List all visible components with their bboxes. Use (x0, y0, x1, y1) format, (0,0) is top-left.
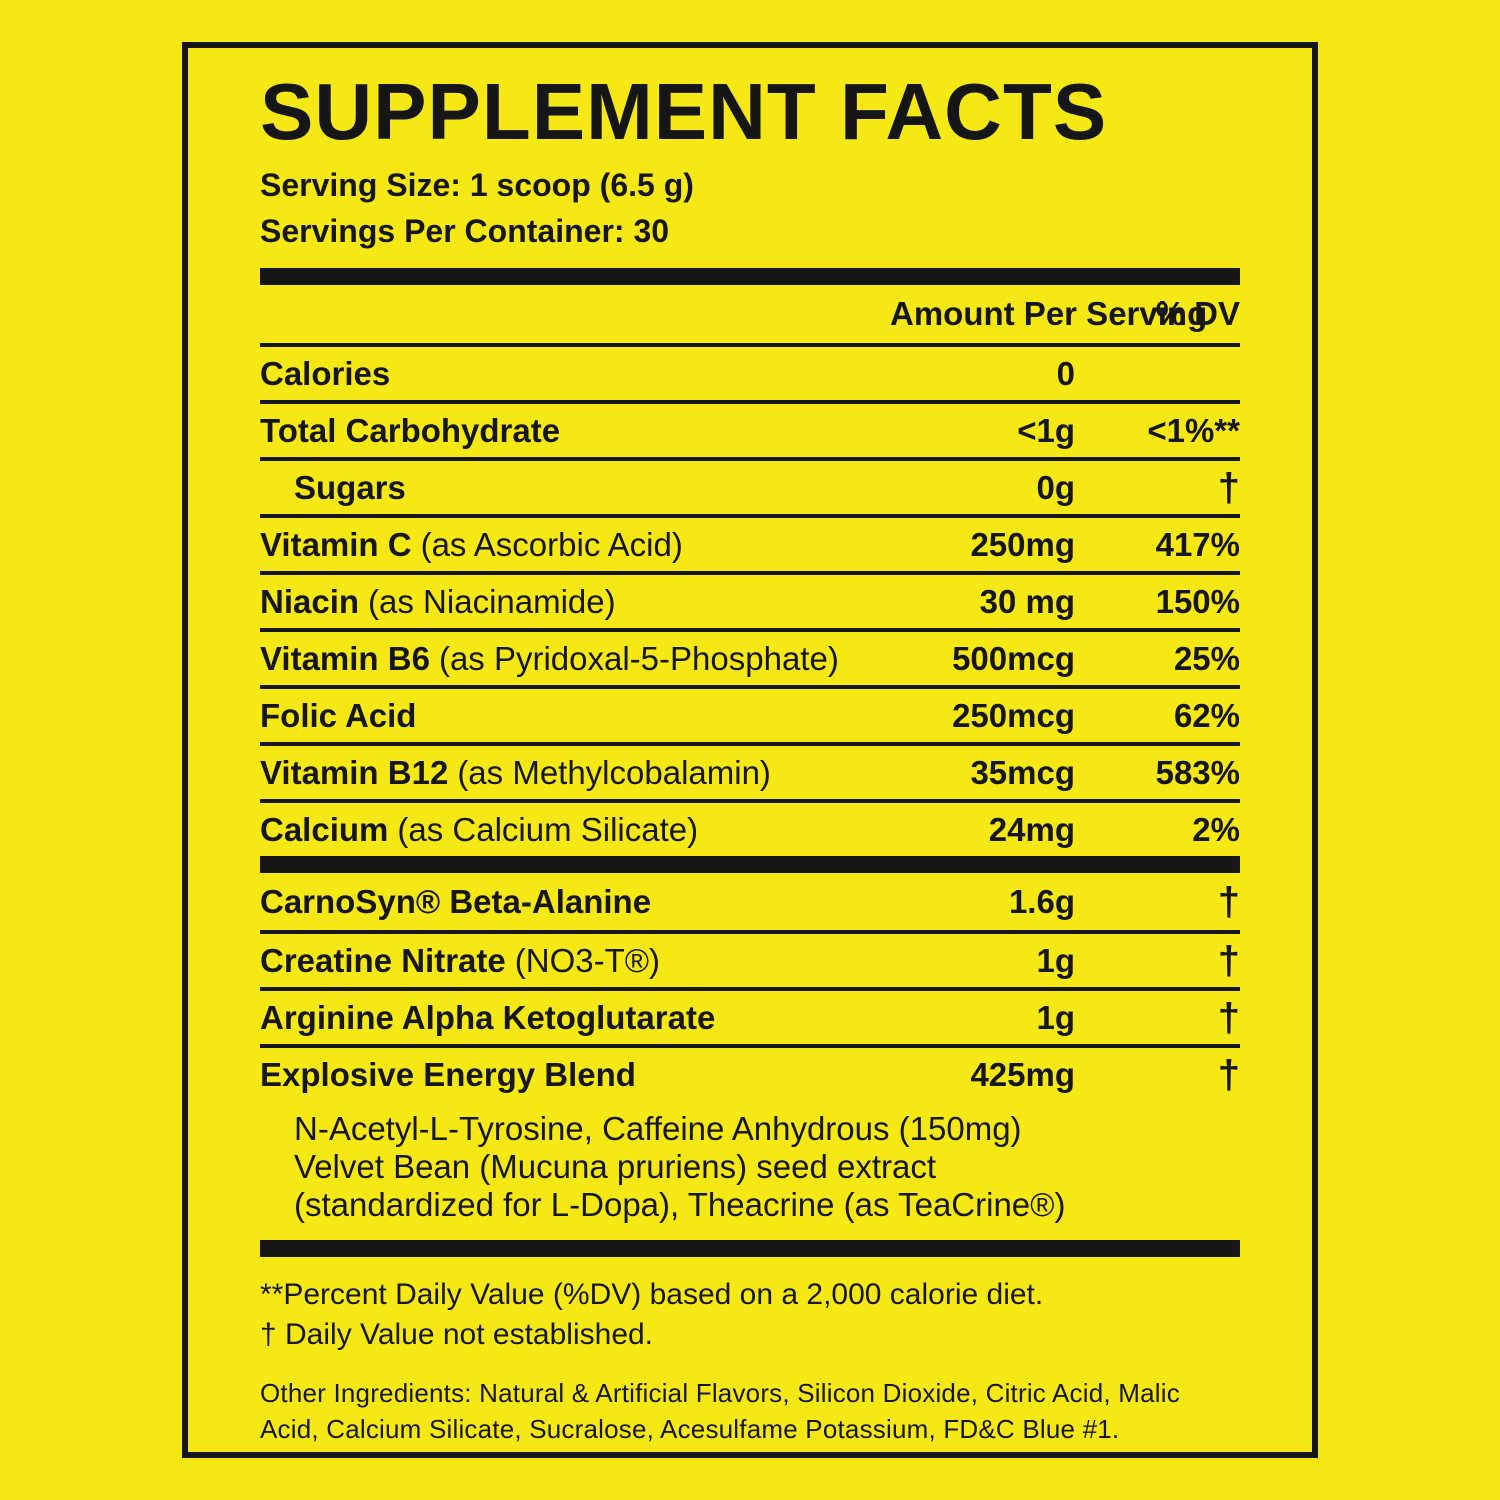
nutrient-dv: † (1217, 995, 1240, 1040)
nutrient-amount: 500mcg (952, 639, 1075, 677)
nutrient-dv: 417% (1155, 525, 1240, 563)
header-amount-per-serving: Amount Per Serving (890, 295, 1208, 332)
blend-description-line: (standardized for L-Dopa), Theacrine (as… (294, 1186, 1066, 1223)
table-row-niacin: Niacin (as Niacinamide) 30 mg 150% (260, 571, 1240, 628)
nutrient-dv: 62% (1173, 696, 1240, 734)
table-row-folic-acid: Folic Acid 250mcg 62% (260, 685, 1240, 742)
table-row-calcium: Calcium (as Calcium Silicate) 24mg 2% (260, 799, 1240, 856)
nutrient-detail: (as Calcium Silicate) (397, 810, 699, 848)
table-row-calories: Calories 0 (260, 343, 1240, 400)
nutrient-amount: 0 (1056, 354, 1075, 392)
nutrient-amount: <1g (1017, 411, 1075, 449)
table-row-total-carbohydrate: Total Carbohydrate <1g <1%** (260, 400, 1240, 457)
divider-thick-middle (260, 856, 1240, 873)
nutrient-detail: (as Niacinamide) (368, 582, 616, 620)
nutrient-amount: 24mg (988, 810, 1075, 848)
nutrient-dv: 2% (1192, 810, 1240, 848)
nutrient-name: Total Carbohydrate (260, 411, 561, 449)
nutrient-name: Vitamin B6 (260, 639, 430, 677)
header-percent-dv: % DV (1155, 295, 1240, 332)
nutrient-name: Arginine Alpha Ketoglutarate (260, 998, 716, 1036)
table-row-energy-blend: Explosive Energy Blend 425mg † (260, 1044, 1240, 1101)
divider-thick-bottom (260, 1240, 1240, 1257)
nutrient-name: Folic Acid (260, 696, 417, 734)
nutrient-amount: 30 mg (979, 582, 1075, 620)
nutrient-detail: (as Ascorbic Acid) (420, 525, 683, 563)
divider-thick-top (260, 268, 1240, 285)
blend-description-line: Velvet Bean (Mucuna pruriens) seed extra… (294, 1148, 937, 1185)
table-row-vitamin-b12: Vitamin B12 (as Methylcobalamin) 35mcg 58… (260, 742, 1240, 799)
nutrient-name: Calories (260, 354, 391, 392)
panel-title: SUPPLEMENT FACTS (260, 67, 1108, 156)
table-row-creatine-nitrate: Creatine Nitrate (NO3-T®) 1g † (260, 930, 1240, 987)
blend-description-line: N-Acetyl-L-Tyrosine, Caffeine Anhydrous … (294, 1110, 1022, 1147)
footnote-percent-dv: **Percent Daily Value (%DV) based on a 2… (260, 1278, 1044, 1311)
nutrient-detail: (as Pyridoxal-5-Phosphate) (438, 639, 839, 677)
nutrient-dv: <1%** (1147, 411, 1240, 449)
nutrient-detail: (NO3-T®) (514, 941, 661, 979)
table-row-sugars: Sugars 0g † (260, 457, 1240, 514)
nutrient-amount: 0g (1036, 468, 1075, 506)
table-row-vitamin-b6: Vitamin B6 (as Pyridoxal-5-Phosphate) 500… (260, 628, 1240, 685)
nutrient-amount: 1.6g (1008, 882, 1075, 920)
nutrient-dv: 150% (1155, 582, 1240, 620)
table-row-arginine-akg: Arginine Alpha Ketoglutarate 1g † (260, 987, 1240, 1044)
supplement-facts-panel: SUPPLEMENT FACTS Serving Size: 1 scoop (… (182, 42, 1318, 1458)
nutrient-name: Explosive Energy Blend (260, 1055, 636, 1093)
nutrient-amount: 250mcg (952, 696, 1075, 734)
table-header-row: Amount Per Serving % DV (260, 285, 1240, 343)
table-row-vitamin-c: Vitamin C (as Ascorbic Acid) 250mg 417% (260, 514, 1240, 571)
nutrient-name: Sugars (294, 468, 406, 506)
nutrient-name: Calcium (260, 810, 389, 848)
serving-info: Serving Size: 1 scoop (6.5 g) Servings P… (260, 162, 1240, 254)
nutrient-amount: 35mcg (970, 753, 1075, 791)
nutrient-amount: 1g (1036, 998, 1075, 1036)
serving-size-text: Serving Size: 1 scoop (6.5 g) (260, 167, 694, 203)
energy-blend-description: N-Acetyl-L-Tyrosine, Caffeine Anhydrous … (294, 1110, 1240, 1224)
nutrient-dv: † (1217, 465, 1240, 510)
nutrient-dv: † (1217, 1052, 1240, 1097)
nutrient-name: Niacin (260, 582, 360, 620)
nutrient-amount: 1g (1036, 941, 1075, 979)
nutrient-dv: † (1217, 938, 1240, 983)
table-row-beta-alanine: CarnoSyn® Beta-Alanine 1.6g † (260, 873, 1240, 930)
other-ingredients: Other Ingredients: Natural & Artificial … (260, 1378, 1180, 1444)
footnote-daily-value: † Daily Value not established. (260, 1318, 654, 1351)
nutrient-amount: 250mg (970, 525, 1075, 563)
nutrient-dv: 25% (1173, 639, 1240, 677)
servings-per-container-text: Servings Per Container: 30 (260, 213, 670, 249)
nutrient-dv: † (1217, 879, 1240, 924)
nutrient-name: Vitamin B12 (260, 753, 449, 791)
nutrient-name: Vitamin C (260, 525, 412, 563)
nutrient-name: CarnoSyn® Beta-Alanine (260, 882, 652, 920)
nutrient-detail: (as Methylcobalamin) (457, 753, 771, 791)
nutrient-name: Creatine Nitrate (260, 941, 506, 979)
nutrient-dv: 583% (1155, 753, 1240, 791)
nutrient-amount: 425mg (970, 1055, 1075, 1093)
footnotes: **Percent Daily Value (%DV) based on a 2… (260, 1275, 1240, 1355)
